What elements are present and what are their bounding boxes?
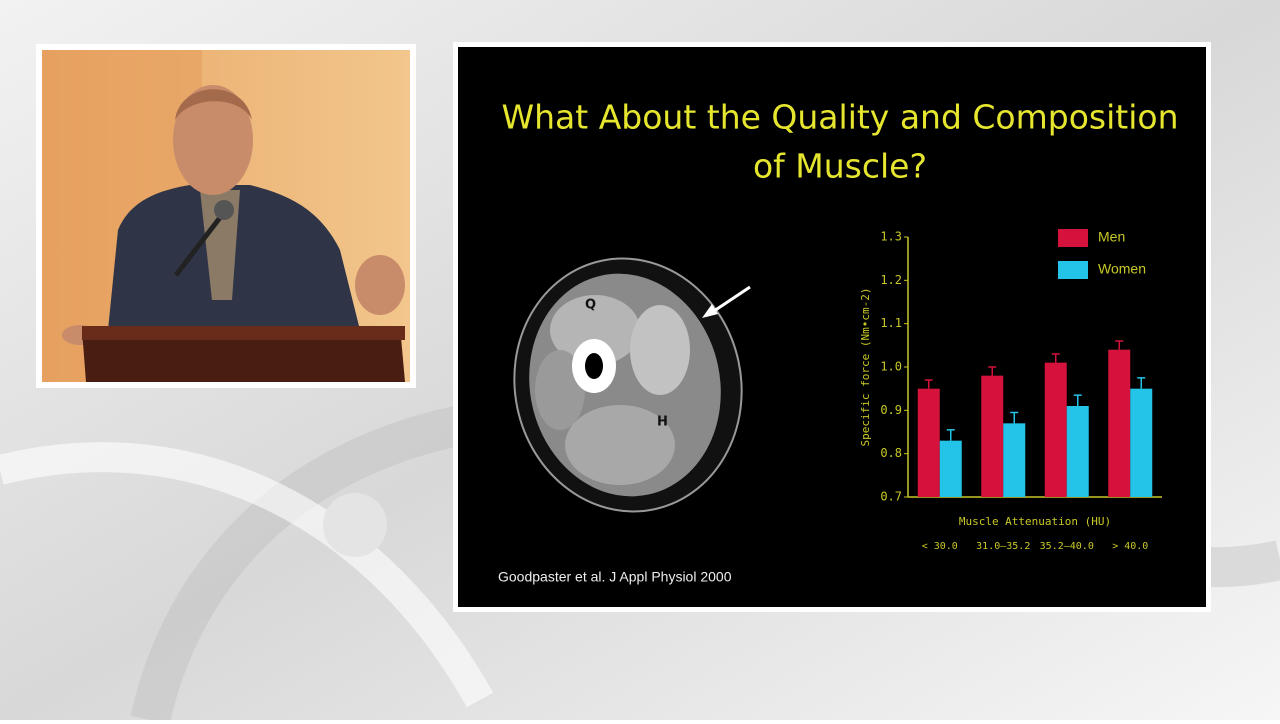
speaker-video [42, 50, 410, 382]
y-tick-label: 1.0 [880, 360, 902, 374]
bar [1044, 362, 1067, 497]
y-tick-label: 1.1 [880, 316, 902, 330]
bar [1066, 406, 1089, 497]
x-tick-label: > 40.0 [1112, 541, 1148, 552]
y-tick-label: 0.8 [880, 446, 902, 460]
legend-swatch [1058, 229, 1088, 247]
swirl-dot [323, 493, 387, 557]
y-tick-label: 0.7 [880, 490, 902, 504]
bar [939, 440, 962, 497]
x-tick-label: 35.2–40.0 [1040, 541, 1094, 552]
bar [1003, 423, 1026, 497]
bar [1108, 349, 1131, 497]
y-axis-label: Specific force (Nm•cm-2) [859, 288, 872, 447]
citation: Goodpaster et al. J Appl Physiol 2000 [498, 569, 732, 585]
legend-swatch [1058, 261, 1088, 279]
bar [917, 388, 940, 497]
x-axis-label: Muscle Attenuation (HU) [959, 515, 1111, 528]
swirl [0, 442, 494, 708]
slide-title: What About the Quality and Composition [502, 98, 1179, 137]
ct-image [513, 257, 751, 513]
y-tick-label: 0.9 [880, 403, 902, 417]
bar [981, 375, 1004, 497]
image-label: Q [585, 298, 596, 313]
image-label: H [657, 415, 668, 430]
chart: 0.7 0.8 0.9 1.0 1.1 1.2 1.3 Specific force (Nm•… [859, 229, 1162, 552]
legend-label: Women [1098, 261, 1146, 277]
legend-label: Men [1098, 229, 1125, 245]
bar [1130, 388, 1153, 497]
y-tick-label: 1.2 [880, 273, 902, 287]
y-tick-label: 1.3 [880, 230, 902, 244]
slide-title: of Muscle? [753, 147, 927, 186]
x-tick-label: 31.0–35.2 [976, 541, 1030, 552]
x-tick-label: < 30.0 [922, 541, 958, 552]
